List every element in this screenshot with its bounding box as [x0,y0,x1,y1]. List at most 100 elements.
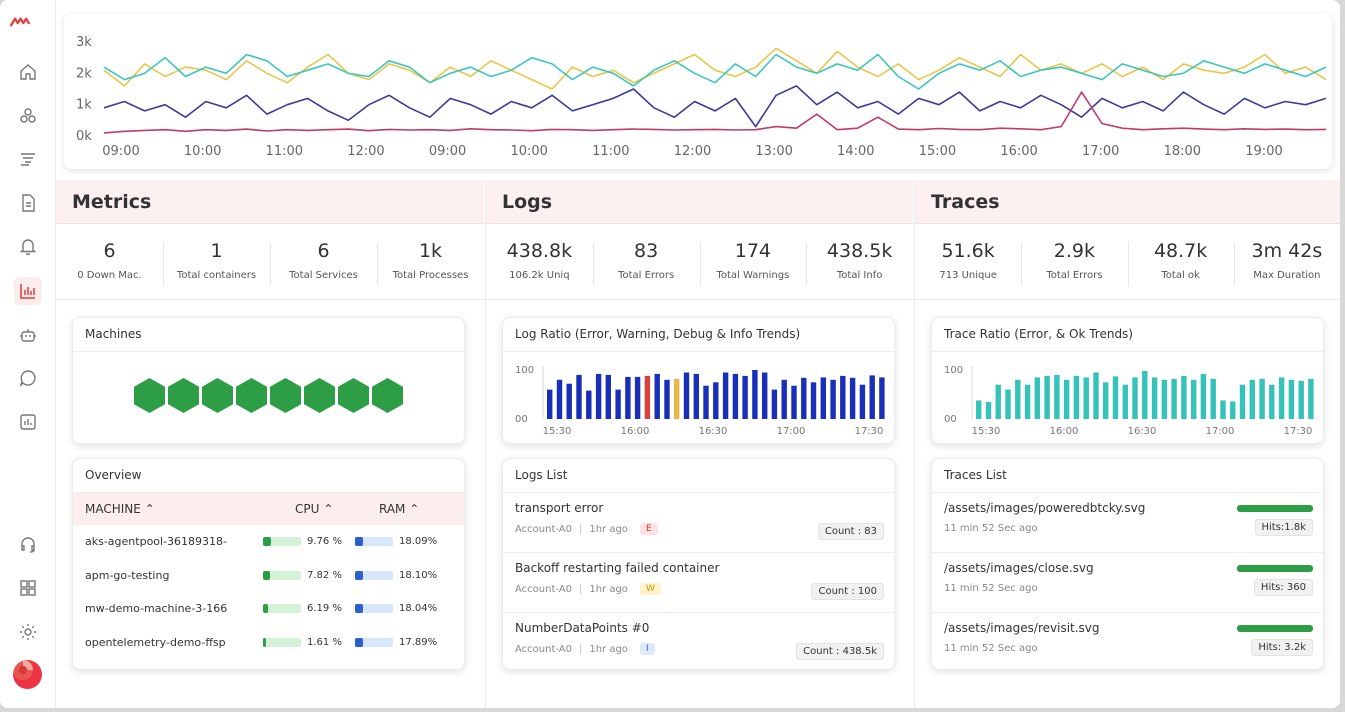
bell-icon[interactable] [14,232,42,260]
bar[interactable] [1083,377,1089,419]
machine-hexagon[interactable] [236,378,267,413]
table-row[interactable]: aks-agentpool-36189318- 9.76 % 18.09% [73,525,464,559]
bar[interactable] [566,383,572,419]
bar[interactable] [615,389,621,419]
infrastructure-icon[interactable] [14,102,42,130]
bar[interactable] [1210,378,1216,419]
bar[interactable] [595,373,602,419]
stat-down-machines[interactable]: 6 0 Down Mac. [56,240,163,299]
headset-icon[interactable] [14,530,42,558]
machine-hexagon[interactable] [270,378,301,413]
logs-filter-icon[interactable] [14,145,42,173]
bar[interactable] [1239,384,1246,419]
bar[interactable] [674,378,680,419]
bar[interactable] [1122,384,1128,419]
table-row[interactable]: apm-go-testing 7.82 % 18.10% [73,559,464,593]
bar[interactable] [713,382,719,420]
stat-total-info[interactable]: 438.5k Total Info [806,240,913,299]
bar[interactable] [801,377,807,419]
bar[interactable] [1132,377,1138,419]
bar[interactable] [644,375,651,419]
stat-max-duration[interactable]: 3m 42s Max Duration [1233,240,1340,299]
bar[interactable] [752,370,758,419]
bar[interactable] [1142,371,1148,419]
stat-total-traces[interactable]: 51.6k 713 Unique [915,240,1021,299]
stat-total-containers[interactable]: 1 Total containers [163,240,270,299]
column-header-ram[interactable]: RAM ⌃ [345,502,455,516]
bar[interactable] [869,375,875,419]
list-item[interactable]: Backoff restarting failed container Accou… [503,553,894,613]
bar[interactable] [1063,379,1070,419]
machine-hexagon[interactable] [372,378,403,413]
bar[interactable] [1073,375,1080,419]
machine-hexagon[interactable] [304,378,335,413]
stat-trace-ok[interactable]: 48.7k Total ok [1127,240,1234,299]
apps-grid-icon[interactable] [14,574,42,602]
bar[interactable] [1005,389,1011,419]
robot-icon[interactable] [14,321,42,349]
bar[interactable] [1259,378,1265,419]
bar[interactable] [820,377,826,419]
bar[interactable] [1191,379,1197,419]
list-item[interactable]: /assets/images/poweredbtcky.svg 11 min 52… [932,493,1323,553]
stat-total-processes[interactable]: 1k Total Processes [377,240,484,299]
machine-hexagon[interactable] [134,378,165,413]
stat-trace-errors[interactable]: 2.9k Total Errors [1021,240,1127,299]
bar[interactable] [771,389,778,419]
bar[interactable] [1288,379,1295,419]
bar[interactable] [879,377,885,419]
bar[interactable] [1171,378,1177,419]
home-icon[interactable] [14,58,42,86]
bar[interactable] [1220,400,1226,419]
bar[interactable] [1249,379,1255,419]
document-icon[interactable] [14,189,42,217]
bar[interactable] [781,379,787,419]
list-item[interactable]: /assets/images/close.svg 11 min 52 Sec ag… [932,553,1323,613]
column-header-machine[interactable]: MACHINE ⌃ [73,502,249,516]
bar[interactable] [586,390,592,419]
bar[interactable] [1278,377,1285,419]
bar[interactable] [995,384,1001,419]
bar[interactable] [1161,379,1168,419]
bar[interactable] [762,372,768,420]
bar[interactable] [1044,375,1050,419]
stat-total-warnings[interactable]: 174 Total Warnings [699,240,807,299]
bar[interactable] [742,375,748,419]
bar[interactable] [849,377,856,419]
bar[interactable] [1024,384,1031,419]
bar[interactable] [985,401,992,419]
bar[interactable] [1034,377,1040,419]
bar[interactable] [576,374,582,419]
bar[interactable] [1093,372,1099,420]
bar[interactable] [830,379,836,419]
bar[interactable] [1269,384,1275,419]
bar[interactable] [976,400,982,419]
chat-icon[interactable] [14,364,42,392]
column-header-cpu[interactable]: CPU ⌃ [249,502,345,516]
bar[interactable] [722,372,729,420]
bar[interactable] [1112,376,1119,419]
bar[interactable] [791,385,797,419]
bar[interactable] [683,372,690,420]
bar[interactable] [605,374,611,419]
bar[interactable] [732,373,739,419]
bar[interactable] [1151,377,1158,419]
bar[interactable] [859,384,866,419]
bar[interactable] [634,376,641,419]
stat-total-logs[interactable]: 438.8k 106.2k Uniq [486,240,593,299]
user-report-icon[interactable] [14,408,42,436]
machine-hexagon[interactable] [338,378,369,413]
table-row[interactable]: opentelemetry-demo-ffsp 1.61 % 17.89% [73,626,464,660]
gear-icon[interactable] [14,618,42,646]
bar[interactable] [1103,382,1109,420]
bar[interactable] [1298,380,1304,419]
table-row[interactable]: mw-demo-machine-3-166 6.19 % 18.04% [73,592,464,626]
bar[interactable] [810,382,817,420]
bar[interactable] [556,379,563,419]
bar[interactable] [1181,375,1187,419]
bar[interactable] [664,379,670,419]
stat-total-services[interactable]: 6 Total Services [270,240,377,299]
bar[interactable] [840,375,846,419]
machine-hexagon[interactable] [168,378,199,413]
bar[interactable] [1200,373,1207,419]
